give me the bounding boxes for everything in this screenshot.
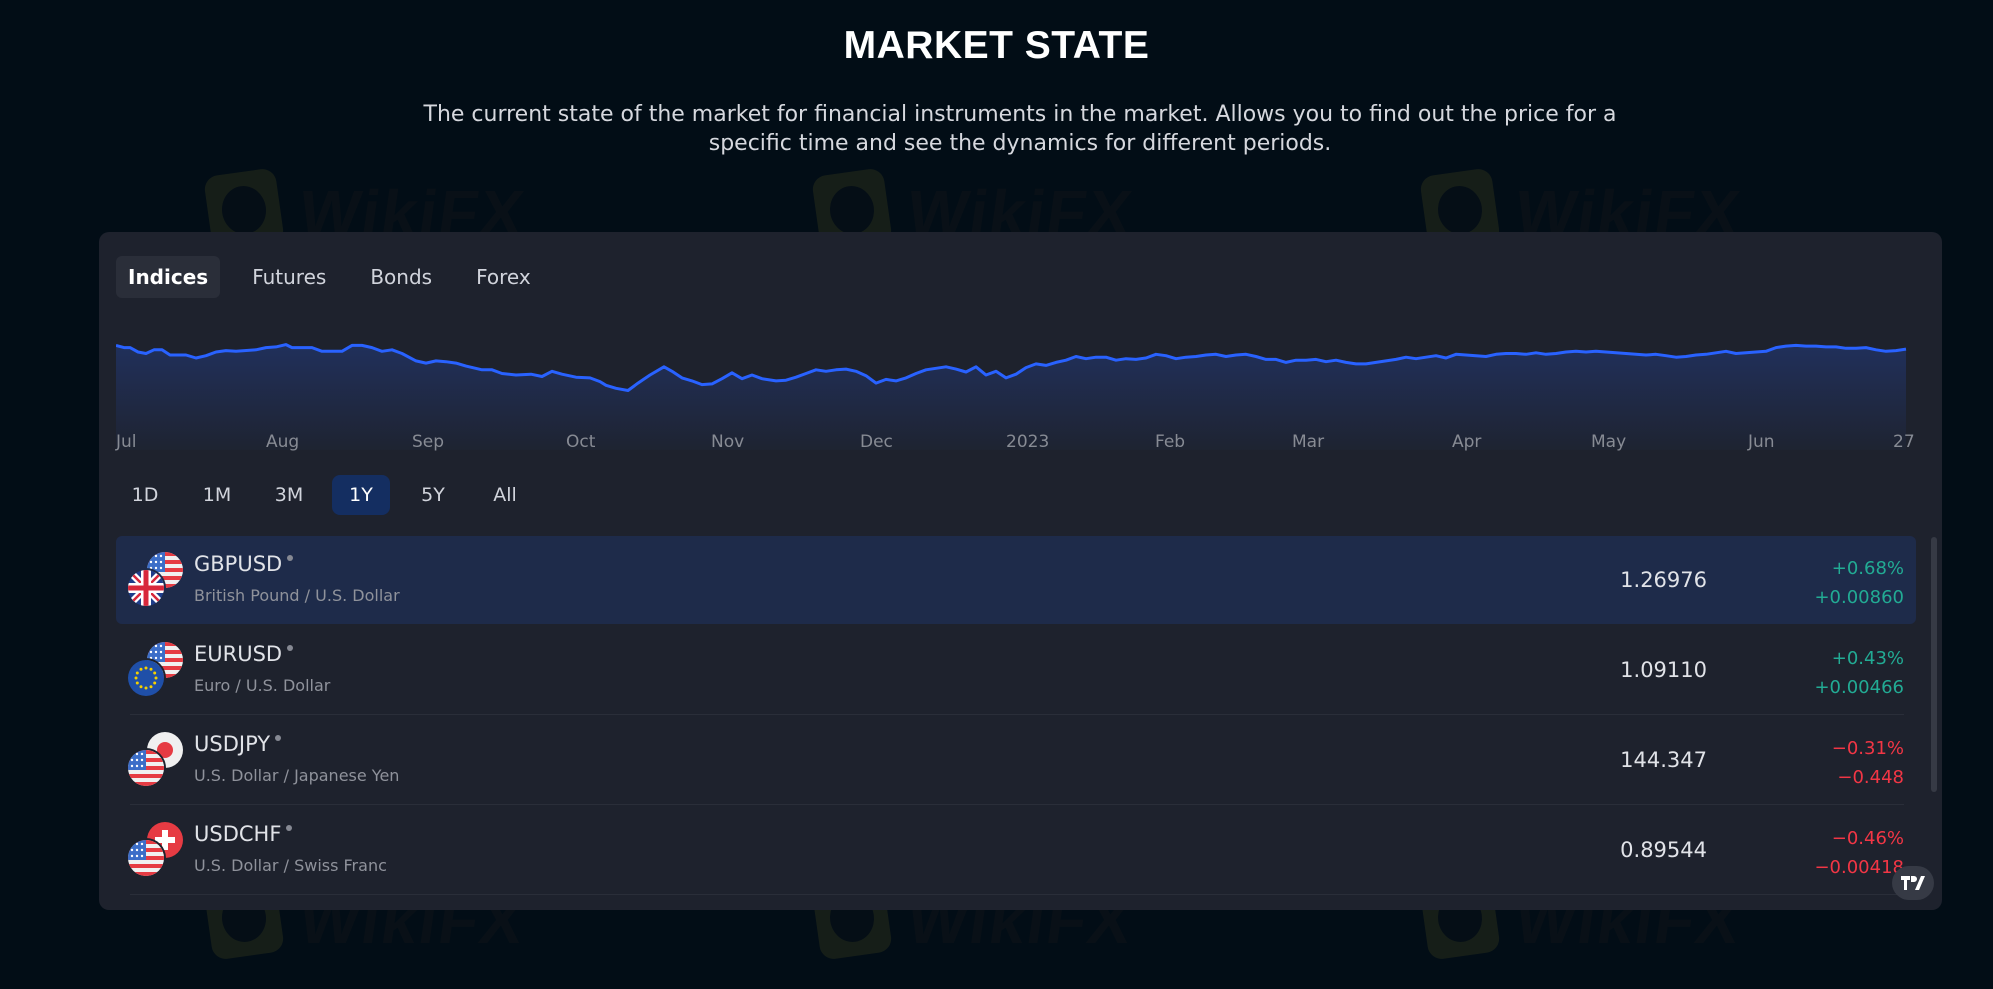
x-tick-label: Oct [566, 432, 596, 452]
symbol-list-scrollbar[interactable] [1931, 537, 1937, 792]
japan-flag-icon [147, 732, 183, 768]
symbol-ticker[interactable]: GBPUSD [194, 552, 283, 576]
change-absolute: +0.00466 [1814, 677, 1904, 698]
currency-flags [128, 642, 184, 698]
period-all[interactable]: All [493, 484, 517, 506]
x-tick-label: Jul [116, 432, 137, 452]
change-absolute: +0.00860 [1814, 587, 1904, 608]
symbol-change: −0.46% −0.00418 [1814, 824, 1904, 882]
symbol-price: 144.347 [1620, 748, 1707, 772]
chart-x-axis: Jul Aug Sep Oct Nov Dec 2023 Feb Mar Apr May Jun 27 [116, 432, 1915, 456]
row-divider [130, 714, 1904, 715]
symbol-price: 0.89544 [1620, 838, 1707, 862]
currency-flags [128, 552, 184, 608]
us-flag-icon [128, 840, 164, 876]
symbol-name[interactable]: USDCHF [194, 822, 293, 846]
symbol-description: British Pound / U.S. Dollar [194, 586, 400, 605]
x-tick-label: Apr [1452, 432, 1482, 452]
symbol-description: U.S. Dollar / Japanese Yen [194, 766, 400, 785]
currency-flags [128, 822, 184, 878]
x-tick-label: Feb [1155, 432, 1186, 452]
symbol-price: 1.26976 [1620, 568, 1707, 592]
period-1d[interactable]: 1D [131, 484, 159, 506]
symbol-change: +0.43% +0.00466 [1814, 644, 1904, 702]
symbol-row-usdjpy[interactable]: USDJPY U.S. Dollar / Japanese Yen 144.347 −… [116, 716, 1916, 805]
symbol-ticker[interactable]: USDCHF [194, 822, 282, 846]
symbol-name[interactable]: EURUSD [194, 642, 294, 666]
currency-flags [128, 732, 184, 788]
period-selector: 1D 1M 3M 1Y 5Y All [116, 475, 548, 515]
market-overview-widget: Indices Futures Bonds Forex Jul Aug Sep Oct Nov… [99, 232, 1942, 910]
symbol-description: Euro / U.S. Dollar [194, 676, 331, 695]
chart-area-fill [116, 344, 1906, 450]
market-status-dot-icon [275, 735, 282, 741]
x-tick-label: Jun [1748, 432, 1775, 452]
x-tick-label: Nov [711, 432, 745, 452]
market-status-dot-icon [287, 555, 294, 561]
x-tick-label: May [1591, 432, 1627, 452]
tradingview-logo-icon[interactable] [1892, 866, 1934, 900]
page-title: MARKET STATE [843, 24, 1150, 67]
symbol-ticker[interactable]: EURUSD [194, 642, 283, 666]
symbol-row-usdchf[interactable]: USDCHF U.S. Dollar / Swiss Franc 0.89544 −0… [116, 806, 1916, 895]
symbol-name[interactable]: USDJPY [194, 732, 282, 756]
period-5y[interactable]: 5Y [421, 484, 445, 506]
period-1m[interactable]: 1M [202, 484, 232, 506]
us-flag-icon [128, 750, 164, 786]
x-tick-label: 2023 [1006, 432, 1050, 452]
symbol-description: U.S. Dollar / Swiss Franc [194, 856, 387, 875]
uk-flag-icon [128, 570, 164, 606]
page-subtitle: The current state of the market for fina… [423, 102, 1617, 156]
market-status-dot-icon [287, 645, 294, 651]
change-percent: +0.43% [1831, 648, 1904, 669]
x-tick-label: Mar [1292, 432, 1325, 452]
change-percent: −0.31% [1831, 738, 1904, 759]
tab-forex[interactable]: Forex [476, 265, 531, 289]
x-tick-label: Aug [266, 432, 300, 452]
symbol-ticker[interactable]: USDJPY [194, 732, 271, 756]
symbol-row-gbpusd[interactable]: GBPUSD British Pound / U.S. Dollar 1.26976… [116, 536, 1916, 624]
chart-line [116, 343, 1907, 392]
row-divider [130, 894, 1904, 895]
tab-futures[interactable]: Futures [252, 265, 327, 289]
period-1y[interactable]: 1Y [332, 475, 390, 515]
market-status-dot-icon [286, 825, 293, 831]
market-tabs: Indices Futures Bonds Forex [116, 256, 563, 298]
tab-bonds[interactable]: Bonds [370, 265, 433, 289]
symbol-row-eurusd[interactable]: EURUSD Euro / U.S. Dollar 1.09110 +0.43% +0.… [116, 626, 1916, 715]
symbol-change: +0.68% +0.00860 [1814, 554, 1904, 612]
symbol-change: −0.31% −0.448 [1832, 734, 1904, 792]
change-absolute: −0.448 [1837, 767, 1904, 788]
symbol-name[interactable]: GBPUSD [194, 552, 294, 576]
x-tick-label: Sep [412, 432, 445, 452]
symbol-price: 1.09110 [1620, 658, 1707, 682]
change-percent: +0.68% [1831, 558, 1904, 579]
price-area-chart[interactable] [116, 300, 1911, 450]
x-tick-label: 27 [1893, 432, 1915, 452]
change-absolute: −0.00418 [1814, 857, 1904, 878]
tab-indices[interactable]: Indices [116, 256, 221, 298]
symbol-list: GBPUSD British Pound / U.S. Dollar 1.26976… [116, 536, 1916, 896]
change-percent: −0.46% [1831, 828, 1904, 849]
period-3m[interactable]: 3M [274, 484, 304, 506]
x-tick-label: Dec [860, 432, 893, 452]
row-divider [130, 804, 1904, 805]
eu-flag-icon [128, 660, 164, 696]
